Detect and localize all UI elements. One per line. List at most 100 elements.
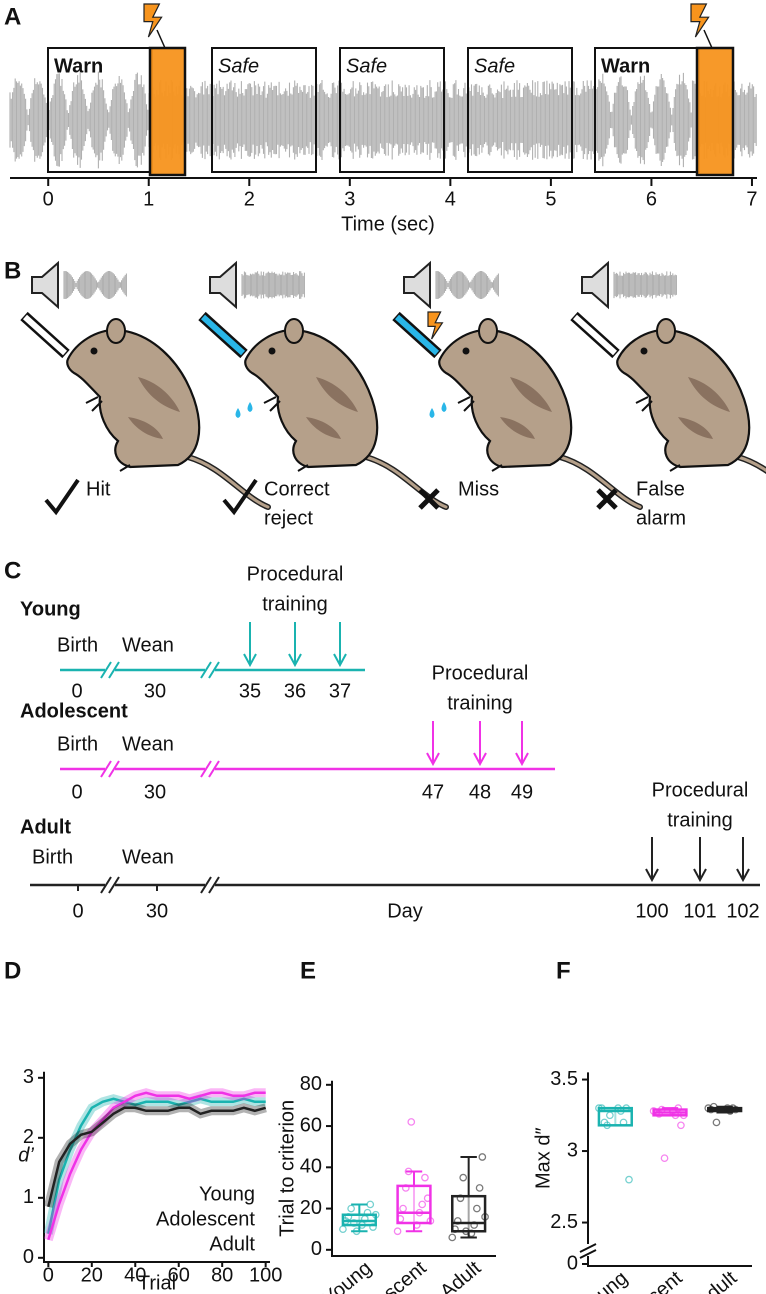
x-tick-label: Young (575, 1267, 632, 1294)
data-point (408, 1119, 414, 1125)
milestone-label: Wean (122, 634, 174, 656)
y-axis-label: Trial to criterion (276, 1100, 298, 1237)
data-point (460, 1174, 466, 1180)
sound-wave (242, 271, 304, 299)
milestone-label: Wean (122, 733, 174, 755)
milestone-label: Wean (122, 846, 174, 868)
training-arrow (516, 721, 528, 764)
data-point (661, 1155, 667, 1161)
panel-label: D (4, 957, 21, 984)
x-tick-label: 3 (344, 188, 355, 210)
sound-wave (436, 271, 498, 299)
training-arrow (244, 622, 256, 665)
y-tick-label: 2.5 (550, 1211, 578, 1233)
x-mark (598, 490, 616, 508)
data-point (348, 1205, 354, 1211)
y-axis-label: d’ (18, 1144, 34, 1166)
spout-fill (25, 317, 65, 353)
training-arrow (646, 837, 658, 880)
speaker (582, 263, 608, 307)
waveform (10, 72, 756, 169)
x-tick-label: 80 (211, 1264, 233, 1286)
data-point (394, 1228, 400, 1234)
data-point (713, 1119, 719, 1125)
water-drop (430, 408, 435, 418)
segment-label: Safe (346, 55, 387, 77)
gerbil-ear (285, 319, 303, 343)
y-tick-label: 80 (300, 1073, 322, 1095)
box (452, 1196, 485, 1231)
training-label: training (262, 593, 328, 615)
data-point (422, 1174, 428, 1180)
gerbil-tail (738, 457, 766, 507)
training-label: training (447, 692, 513, 714)
shock-window (150, 48, 185, 175)
day-label: 36 (284, 680, 306, 702)
panel-label: A (4, 3, 21, 30)
day-label: 47 (422, 781, 444, 803)
x-tick-label: Young (319, 1257, 376, 1294)
gerbil-ear (107, 319, 125, 343)
outcome-label: reject (264, 507, 313, 529)
training-label: Procedural (247, 563, 344, 585)
axes-lower (588, 1256, 752, 1266)
data-point (367, 1201, 373, 1207)
water-drop (236, 408, 241, 418)
y-tick-label: 3 (23, 1066, 34, 1088)
y-tick-label: 1 (23, 1186, 34, 1208)
gerbil-eye (91, 348, 98, 355)
data-point (479, 1154, 485, 1160)
x-tick-label: 20 (81, 1264, 103, 1286)
segment-label: Safe (474, 55, 515, 77)
sound-wave (64, 271, 126, 299)
training-arrow (694, 837, 706, 880)
y-tick-label: 3 (567, 1139, 578, 1161)
day-label: 30 (146, 900, 168, 922)
training-arrow (334, 622, 346, 665)
training-arrow (737, 837, 749, 880)
group-name: Adult (20, 816, 71, 838)
speaker (404, 263, 430, 307)
gerbil-ear (479, 319, 497, 343)
panel-label: E (300, 957, 316, 984)
day-label: 0 (71, 680, 82, 702)
segment-label: Warn (601, 55, 650, 77)
axis-label: Day (387, 900, 423, 922)
milestone-label: Birth (32, 846, 73, 868)
x-tick-label: 5 (545, 188, 556, 210)
panel-label: F (556, 957, 571, 984)
gerbil-body (67, 330, 199, 467)
x-tick-label: 100 (249, 1264, 282, 1286)
sound-wave (614, 271, 676, 298)
outcome-label: Hit (86, 478, 111, 500)
gerbil-body (439, 330, 571, 467)
speaker (210, 263, 236, 307)
shock-icon (428, 312, 442, 339)
x-tick-label: 7 (746, 188, 757, 210)
training-label: training (667, 809, 733, 831)
panel-label: B (4, 257, 21, 284)
shock-pointer (157, 30, 165, 48)
y-tick-label: 60 (300, 1114, 322, 1136)
x-axis-label: Time (sec) (341, 213, 435, 235)
gerbil-body (245, 330, 377, 467)
x-tick-label: Adult (692, 1267, 741, 1294)
water-drop (248, 402, 253, 412)
x-tick-label: 6 (646, 188, 657, 210)
day-label: 30 (144, 781, 166, 803)
panel-label: C (4, 557, 21, 584)
legend-entry: Adolescent (156, 1208, 255, 1230)
legend-entry: Adult (209, 1233, 255, 1255)
x-tick-label: Adult (436, 1257, 485, 1294)
day-label: 30 (144, 680, 166, 702)
milestone-label: Birth (57, 634, 98, 656)
speaker (32, 263, 58, 307)
y-axis-label: Max d″ (532, 1127, 554, 1189)
data-point (449, 1234, 455, 1240)
y-tick-label: 0 (23, 1246, 34, 1268)
day-label: 49 (511, 781, 533, 803)
shock-icon (144, 4, 162, 37)
group-name: Young (20, 598, 81, 620)
spout-fill (575, 317, 615, 353)
